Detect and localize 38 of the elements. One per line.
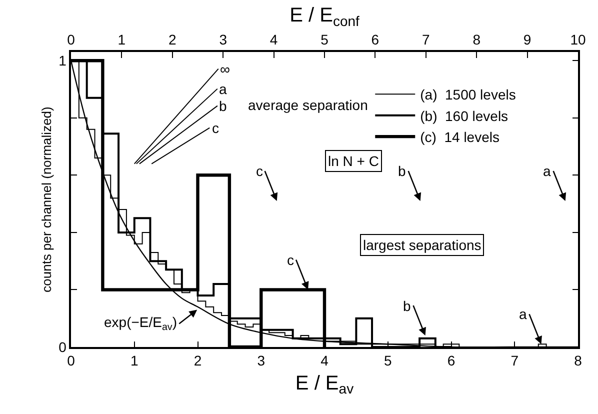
annotation: a <box>519 306 527 322</box>
x-tick-label: 5 <box>384 352 392 369</box>
annotation: c <box>212 120 219 136</box>
annotation: ∞ <box>220 61 230 77</box>
x-tick-label: 7 <box>510 352 519 369</box>
x2-tick-label: 6 <box>371 32 380 48</box>
legend-label: (c) 14 levels <box>420 129 500 146</box>
x2-axis-title: E / E$_{conf}$ <box>290 4 360 29</box>
annotation: c <box>256 163 263 179</box>
annotation: a <box>543 163 551 179</box>
legend-label: (a) 1500 levels <box>420 86 516 103</box>
x2-tick-label: 7 <box>422 32 430 48</box>
x2-tick-label: 10 <box>570 32 586 48</box>
x-axis-title: E / E$_{av}$ <box>295 372 354 397</box>
annotation: c <box>287 252 294 268</box>
annotation: ln N + C <box>328 153 379 169</box>
annotation: exp(−E/E$_{av}$) <box>104 314 178 333</box>
annotation: b <box>403 298 411 314</box>
annotation: largest separations <box>363 237 482 253</box>
x2-tick-label: 4 <box>270 32 278 48</box>
x2-tick-label: 8 <box>472 32 481 48</box>
x2-tick-label: 3 <box>219 32 228 48</box>
x-tick-label: 1 <box>130 352 138 369</box>
x2-tick-label: 5 <box>320 32 329 48</box>
x-tick-label: 4 <box>320 352 329 369</box>
x2-tick-label: 1 <box>118 32 126 48</box>
y-axis-title: counts per channel (normalized) <box>39 106 54 292</box>
annotation: b <box>398 163 406 179</box>
x-tick-label: 8 <box>574 352 582 369</box>
x-tick-label: 6 <box>447 352 456 369</box>
annotation: average separation <box>248 97 368 113</box>
legend-label: (b) 160 levels <box>420 108 508 124</box>
annotation: a <box>219 81 227 97</box>
x2-tick-label: 2 <box>168 32 176 48</box>
x2-tick-label: 9 <box>523 32 532 48</box>
annotation: b <box>219 98 227 114</box>
x-tick-label: 3 <box>257 352 266 369</box>
x-tick-label: 2 <box>194 352 202 369</box>
